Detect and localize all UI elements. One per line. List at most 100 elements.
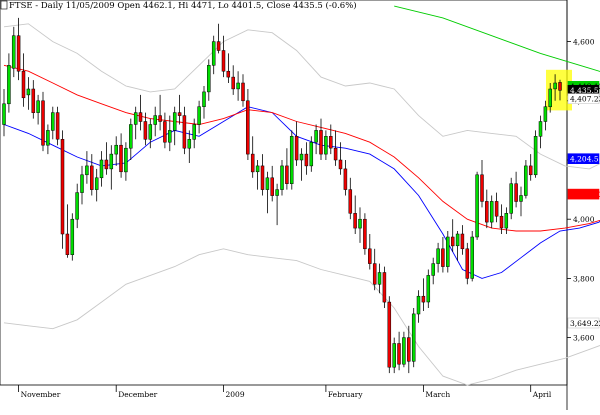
symbol-box bbox=[0, 0, 8, 10]
candle bbox=[319, 118, 323, 160]
candle-body-up bbox=[36, 100, 40, 113]
price-marker-box bbox=[567, 93, 600, 104]
price-marker-label: 4,435.5 bbox=[570, 86, 599, 95]
candle-body-up bbox=[455, 233, 460, 247]
candle bbox=[80, 165, 84, 205]
candle bbox=[236, 71, 240, 101]
candle bbox=[197, 100, 201, 134]
candle-body-down bbox=[304, 153, 309, 167]
candle bbox=[21, 53, 26, 107]
candle bbox=[543, 100, 548, 131]
candle bbox=[338, 142, 343, 175]
x-axis-ticks: NovemberDecember2009FebruaryMarchAprilMa… bbox=[18, 385, 552, 399]
candle-body-up bbox=[519, 195, 523, 202]
candle-body-up bbox=[124, 147, 128, 173]
candle-body-up bbox=[153, 115, 157, 125]
candle-body-down bbox=[363, 218, 367, 250]
candle-body-up bbox=[309, 141, 314, 167]
candle-body-up bbox=[489, 201, 494, 223]
candle bbox=[16, 17, 21, 81]
candle-body-down bbox=[353, 213, 357, 229]
candle-body-up bbox=[324, 136, 328, 155]
price-marker: 4,084.92 bbox=[567, 188, 600, 200]
candle-body-up bbox=[94, 177, 99, 190]
candle-body-down bbox=[460, 233, 465, 250]
candle-body-up bbox=[426, 275, 431, 303]
candle bbox=[397, 331, 401, 371]
candle bbox=[411, 308, 416, 368]
candle bbox=[353, 195, 357, 234]
candle-body-up bbox=[75, 192, 79, 220]
candle bbox=[436, 242, 440, 273]
candle-body-down bbox=[285, 165, 289, 184]
candle-body-down bbox=[485, 201, 489, 223]
price-marker-box bbox=[567, 153, 600, 164]
candle-body-down bbox=[31, 88, 36, 113]
candle bbox=[104, 142, 109, 175]
candle-body-up bbox=[280, 165, 284, 190]
candle-body-down bbox=[143, 121, 148, 140]
candle-body-down bbox=[494, 201, 499, 217]
candle-body-down bbox=[270, 177, 274, 196]
candle-body-down bbox=[441, 248, 445, 267]
candle bbox=[426, 269, 431, 308]
candle bbox=[343, 160, 348, 196]
candle bbox=[299, 148, 304, 181]
candle-body-down bbox=[260, 165, 265, 190]
candle bbox=[377, 263, 382, 294]
candle-body-down bbox=[368, 248, 372, 264]
candle-body-down bbox=[387, 301, 392, 368]
candle-body-up bbox=[436, 248, 440, 264]
candle-body-up bbox=[11, 35, 16, 69]
candle bbox=[509, 177, 513, 220]
y-tick-label: 4,000 bbox=[573, 215, 595, 224]
candle-body-down bbox=[465, 248, 470, 279]
candle bbox=[480, 160, 484, 208]
candle bbox=[392, 337, 396, 374]
candle bbox=[85, 151, 89, 184]
candle bbox=[358, 207, 362, 243]
candle-body-down bbox=[333, 147, 338, 161]
price-marker: 4,407.23 bbox=[567, 93, 600, 104]
candle bbox=[460, 225, 465, 255]
x-tick-label: November bbox=[21, 390, 61, 399]
candle-body-down bbox=[158, 115, 162, 122]
candle-body-down bbox=[397, 343, 401, 365]
candle bbox=[241, 74, 245, 107]
candle bbox=[533, 130, 538, 178]
price-marker-label: 4,204.51 bbox=[570, 155, 600, 164]
y-tick-label: 3,600 bbox=[573, 334, 595, 343]
envelope-line bbox=[394, 5, 600, 72]
candle bbox=[494, 192, 499, 223]
candle bbox=[421, 278, 426, 311]
chart-title: FTSE - Daily 11/05/2009 Open 4462.1, Hi … bbox=[9, 0, 357, 11]
candle bbox=[280, 160, 284, 196]
candle bbox=[26, 77, 31, 110]
candle bbox=[216, 23, 221, 54]
candle-body-down bbox=[90, 165, 94, 190]
candle-body-up bbox=[129, 124, 133, 149]
price-marker: 4,204.51 bbox=[567, 153, 600, 164]
price-marker-box bbox=[567, 188, 600, 200]
candle bbox=[124, 142, 128, 181]
candle bbox=[475, 171, 479, 240]
candle bbox=[528, 154, 533, 181]
candle-body-up bbox=[475, 174, 479, 238]
candle-body-up bbox=[446, 236, 450, 267]
candle-body-down bbox=[119, 144, 123, 173]
candle bbox=[329, 124, 333, 155]
candle-body-up bbox=[416, 295, 421, 315]
candle-body-down bbox=[343, 168, 348, 190]
candle bbox=[129, 118, 133, 160]
candle bbox=[109, 145, 114, 190]
candle-body-down bbox=[407, 337, 411, 362]
candle bbox=[163, 112, 167, 149]
candle-body-up bbox=[548, 88, 552, 108]
candle-body-up bbox=[192, 124, 196, 140]
candle-body-up bbox=[538, 121, 543, 137]
candle-body-up bbox=[470, 236, 474, 279]
candle bbox=[90, 154, 94, 196]
candle-body-down bbox=[329, 136, 333, 149]
candle-body-up bbox=[553, 82, 557, 90]
candle-body-down bbox=[163, 121, 167, 143]
